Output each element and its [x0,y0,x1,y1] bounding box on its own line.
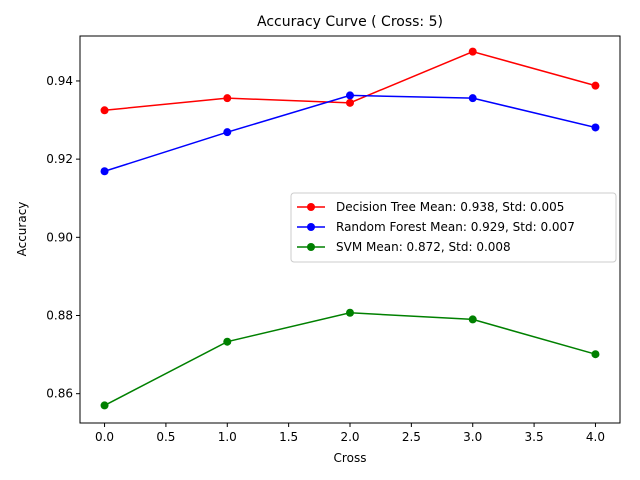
series-point [223,94,232,103]
series-point [591,123,600,132]
series-point [468,315,477,324]
legend: Decision Tree Mean: 0.938, Std: 0.005 Ran… [290,192,617,263]
x-axis-label: Cross [334,451,367,465]
legend-entry-label: Decision Tree Mean: 0.938, Std: 0.005 [336,200,564,214]
y-tick-label: 0.94 [46,74,73,88]
series-point [100,167,109,176]
series-layer [100,47,600,410]
x-tick-label: 3.0 [463,430,482,444]
x-tick-label: 3.5 [525,430,544,444]
legend-box [290,192,617,263]
series-point [223,128,232,137]
series-point [591,81,600,90]
x-tick-label: 0.0 [95,430,114,444]
y-axis-ticks: 0.86 0.88 0.90 0.92 0.94 [46,74,80,401]
plot-frame [79,35,621,424]
x-tick-label: 0.5 [156,430,175,444]
y-axis-label: Accuracy [15,202,29,257]
x-tick-label: 4.0 [586,430,605,444]
chart-title: Accuracy Curve ( Cross: 5) [257,14,443,30]
x-tick-label: 2.5 [402,430,421,444]
series-point [346,98,354,107]
series-point [100,401,109,410]
x-axis-ticks: 0.0 0.5 1.0 1.5 2.0 2.5 3.0 3.5 4.0 [95,423,605,444]
series-point [346,308,354,317]
series-point [100,106,109,115]
legend-marker-swatch [307,223,315,231]
legend-marker-swatch [307,243,315,251]
y-tick-label: 0.88 [46,309,73,323]
series-point [346,91,354,100]
x-tick-label: 2.0 [340,430,359,444]
y-tick-label: 0.90 [46,230,73,244]
legend-entry-label: SVM Mean: 0.872, Std: 0.008 [336,240,511,254]
series-point [468,47,477,56]
y-tick-label: 0.86 [46,387,73,401]
series-point [468,94,477,103]
legend-marker-swatch [307,203,315,211]
x-tick-label: 1.0 [218,430,237,444]
series-point [591,350,600,359]
y-tick-label: 0.92 [46,152,73,166]
legend-entry-label: Random Forest Mean: 0.929, Std: 0.007 [336,220,575,234]
x-tick-label: 1.5 [279,430,298,444]
series-point [223,337,232,346]
